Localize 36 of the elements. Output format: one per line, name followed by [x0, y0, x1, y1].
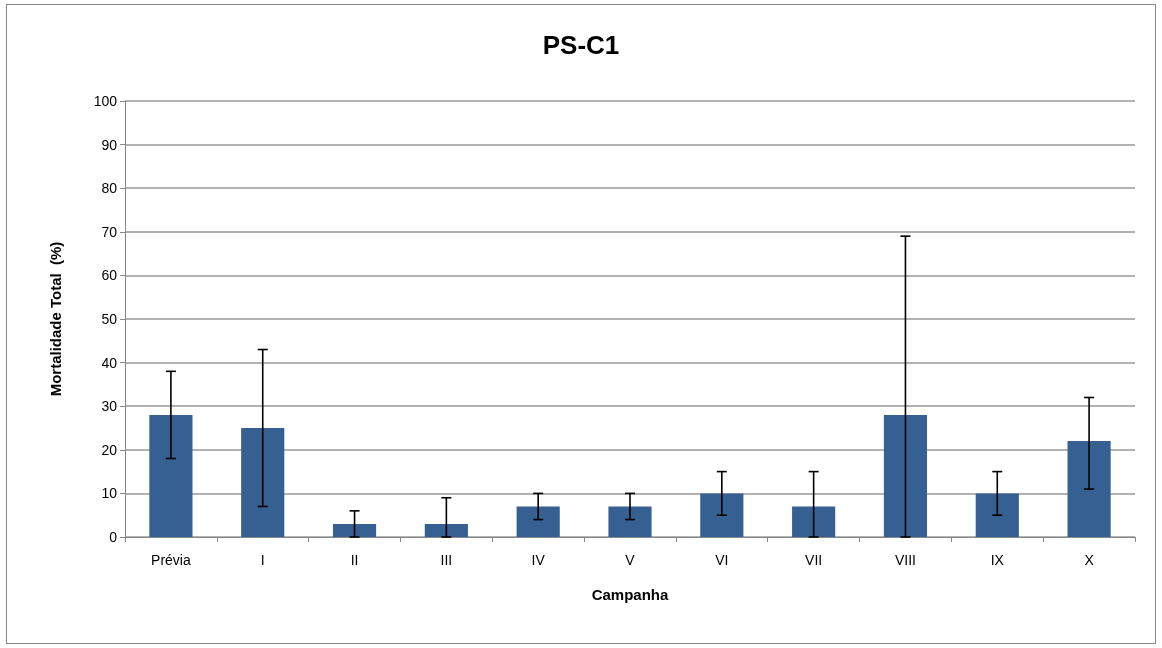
- y-tick-label: 40: [101, 354, 118, 371]
- x-tick-label: VI: [715, 552, 729, 568]
- y-tick-label: 30: [101, 398, 118, 415]
- y-axis-title: Mortalidade Total (%): [47, 241, 64, 397]
- x-tick-label: III: [440, 552, 453, 568]
- bar: [975, 493, 1019, 537]
- bar: [424, 523, 468, 537]
- x-tick-label: II: [350, 552, 359, 568]
- x-tick-label: VII: [805, 552, 823, 568]
- bar: [792, 506, 836, 537]
- x-tick-label: I: [260, 552, 265, 568]
- x-tick-label: X: [1084, 552, 1095, 568]
- y-tick-label: 80: [101, 180, 118, 197]
- y-tick-label: 20: [101, 441, 118, 458]
- bar: [241, 428, 285, 537]
- y-tick-label: 100: [93, 93, 118, 109]
- x-tick-label: Prévia: [151, 552, 191, 568]
- bar: [1067, 441, 1111, 537]
- y-tick-label: 0: [109, 529, 118, 545]
- chart-title: PS-C1: [542, 30, 620, 60]
- bar: [332, 523, 377, 537]
- x-tick-label: VIII: [894, 552, 916, 568]
- y-tick-label: 60: [101, 267, 118, 284]
- x-tick-label: IV: [531, 552, 546, 568]
- y-tick-label: 90: [101, 136, 118, 153]
- y-tick-label: 10: [101, 485, 118, 502]
- y-tick-label: 50: [101, 311, 118, 327]
- bar: [700, 493, 744, 537]
- x-tick-label: V: [625, 552, 636, 568]
- x-tick-label: IX: [990, 552, 1005, 568]
- y-tick-label: 70: [101, 223, 118, 240]
- bar: [883, 414, 928, 537]
- bar: [608, 506, 652, 537]
- bar: [149, 414, 193, 537]
- bar: [516, 506, 560, 537]
- x-axis-title: Campanha: [591, 586, 669, 603]
